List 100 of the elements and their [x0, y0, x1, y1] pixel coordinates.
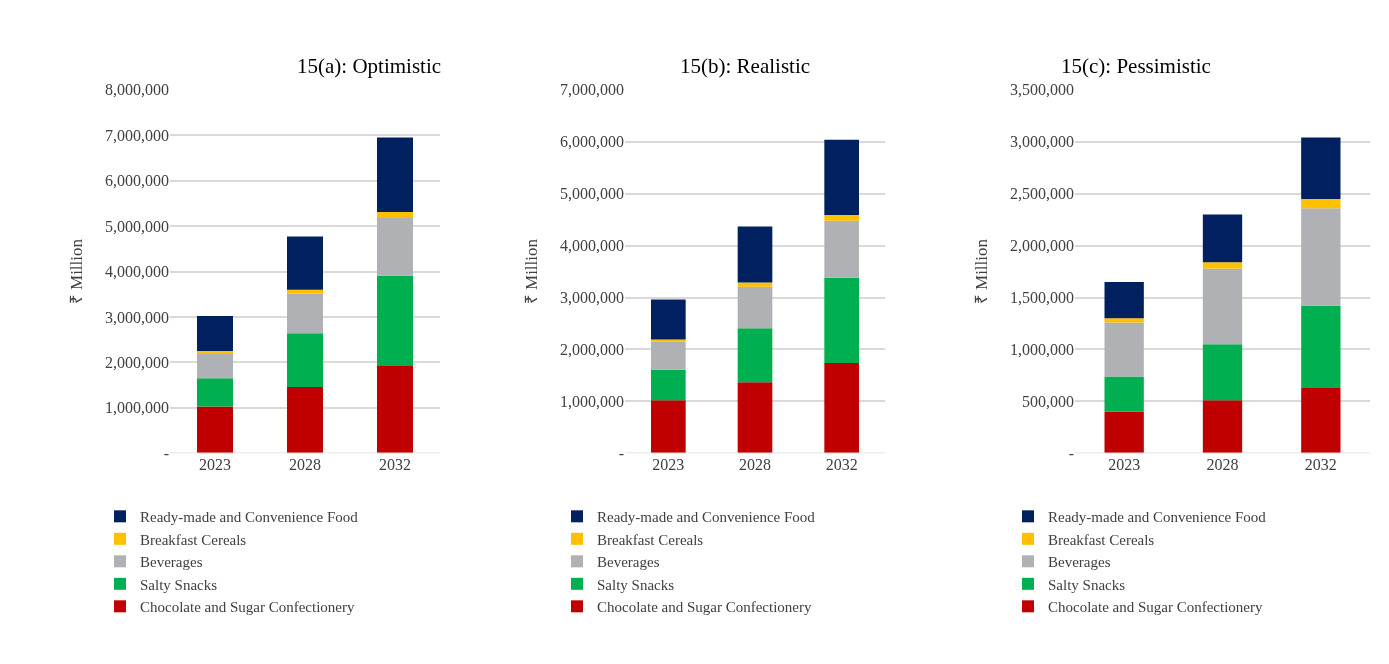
bar [824, 220, 859, 278]
y-tick-label: 3,500,000 [1010, 81, 1074, 99]
x-tick-label: 2023 [652, 456, 685, 474]
bar [287, 386, 323, 454]
y-tick-label: 6,000,000 [560, 133, 624, 151]
bar [1301, 137, 1341, 199]
bar [1301, 198, 1341, 209]
y-tick-label: 4,000,000 [560, 237, 624, 255]
y-tick-label: 500,000 [1022, 392, 1074, 410]
bar [1202, 214, 1243, 263]
bar [651, 299, 686, 340]
x-tick-label: 2032 [825, 456, 858, 474]
legend-label: Salty Snacks [597, 576, 675, 593]
y-tick-label: 3,000,000 [1010, 133, 1074, 151]
legend-label: Beverages [597, 554, 660, 571]
y-tick-label: 6,000,000 [105, 172, 169, 190]
bar [377, 217, 413, 276]
x-tick-label: 2023 [199, 456, 231, 474]
bar [287, 236, 323, 290]
bar [1104, 322, 1144, 377]
y-tick-label: 3,000,000 [105, 308, 169, 326]
bar [1104, 411, 1144, 454]
bar [1104, 281, 1144, 319]
bar [197, 351, 233, 354]
bar [1104, 376, 1144, 412]
bar [197, 378, 233, 407]
bar [824, 277, 859, 363]
legend-label: Chocolate and Sugar Confectionery [140, 599, 356, 616]
y-axis-title: ₹ Million [971, 238, 991, 305]
x-tick-label: 2028 [1206, 456, 1239, 474]
bar [737, 282, 773, 287]
legend-label: Ready-made and Convenience Food [1048, 509, 1267, 526]
y-tick-label: 7,000,000 [560, 81, 624, 99]
bar [377, 275, 413, 367]
legend-label: Salty Snacks [140, 576, 218, 593]
legend-label: Breakfast Cereals [1048, 531, 1155, 548]
bar [1104, 318, 1144, 323]
bar [1202, 344, 1243, 401]
bar [197, 406, 233, 454]
legend-label: Chocolate and Sugar Confectionery [597, 599, 813, 616]
bar [737, 286, 773, 329]
bar [737, 226, 773, 283]
bar [377, 137, 413, 213]
legend-label: Salty Snacks [1048, 576, 1126, 593]
bar [287, 333, 323, 387]
y-axis-title: ₹ Million [521, 238, 541, 305]
x-tick-label: 2028 [289, 456, 321, 474]
bar [824, 362, 859, 454]
legend-label: Ready-made and Convenience Food [140, 509, 359, 526]
legend-label: Breakfast Cereals [140, 531, 247, 548]
chart-title: 15(a): Optimistic [297, 54, 442, 78]
bar [1301, 387, 1341, 454]
y-tick-label: 2,500,000 [1010, 185, 1074, 203]
y-tick-label: 2,000,000 [1010, 237, 1074, 255]
y-tick-label: - [618, 444, 624, 462]
bar [651, 341, 686, 370]
y-tick-label: 1,000,000 [105, 399, 169, 417]
bar [737, 382, 773, 454]
bar [377, 366, 413, 454]
y-tick-label: 4,000,000 [105, 263, 169, 281]
bar [1202, 268, 1243, 345]
bar [1202, 262, 1243, 269]
legend-label: Beverages [140, 554, 203, 571]
bar [197, 352, 233, 379]
y-axis-title: ₹ Million [66, 238, 86, 305]
bar [651, 400, 686, 454]
bar [287, 293, 323, 334]
bar [651, 339, 686, 342]
bar [1202, 400, 1243, 454]
y-tick-label: 5,000,000 [105, 217, 169, 235]
legend-label: Beverages [1048, 554, 1111, 571]
bar [1301, 305, 1341, 388]
y-tick-label: 7,000,000 [105, 126, 169, 144]
bar [824, 139, 859, 215]
bar [287, 289, 323, 294]
bar [377, 212, 413, 218]
y-tick-label: 2,000,000 [105, 354, 169, 372]
legend-label: Ready-made and Convenience Food [597, 509, 816, 526]
y-tick-label: 8,000,000 [105, 81, 169, 99]
x-tick-label: 2023 [1108, 456, 1141, 474]
x-tick-label: 2032 [379, 456, 411, 474]
y-tick-label: 5,000,000 [560, 185, 624, 203]
y-tick-label: - [163, 444, 169, 462]
y-tick-label: 1,500,000 [1010, 289, 1074, 307]
bar [737, 328, 773, 383]
bar [1301, 208, 1341, 306]
bar [824, 214, 859, 221]
x-tick-label: 2032 [1304, 456, 1337, 474]
chart-title: 15(b): Realistic [680, 54, 811, 78]
chart-title: 15(c): Pessimistic [1061, 54, 1211, 78]
y-tick-label: 1,000,000 [1010, 341, 1074, 359]
y-tick-label: 3,000,000 [560, 289, 624, 307]
y-tick-label: 1,000,000 [560, 392, 624, 410]
bar [197, 316, 233, 352]
y-tick-label: 2,000,000 [560, 341, 624, 359]
y-tick-label: - [1068, 444, 1074, 462]
bar [651, 369, 686, 401]
x-tick-label: 2028 [739, 456, 771, 474]
legend-label: Breakfast Cereals [597, 531, 704, 548]
legend-label: Chocolate and Sugar Confectionery [1048, 599, 1264, 616]
